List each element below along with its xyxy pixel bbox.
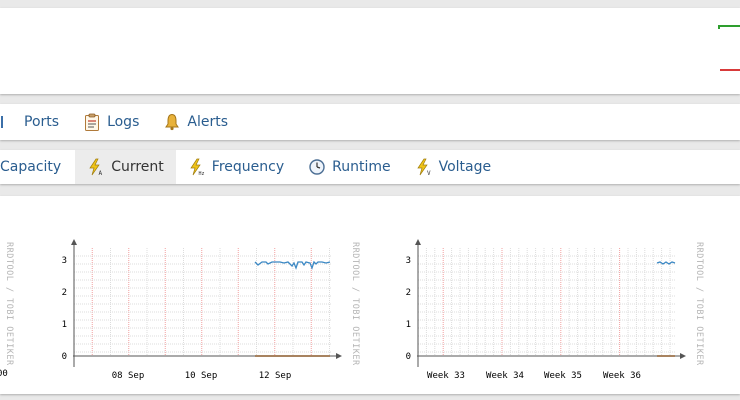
bell-icon	[163, 113, 181, 131]
plot-area	[74, 248, 332, 366]
x-tick-0: Week 33	[427, 371, 465, 381]
x-tick-labels: Week 33 Week 34 Week 35 Week 36	[427, 371, 641, 381]
monthly-watermark: RRDTOOL / TOBI OETIKER	[694, 242, 704, 366]
tab-current[interactable]: A Current	[75, 150, 176, 184]
y-tick-2: 2	[62, 288, 67, 298]
tab-ports[interactable]: Ports	[0, 104, 71, 140]
x-tick-labels: 08 Sep 10 Sep 12 Sep	[112, 371, 292, 381]
legend-red-line	[720, 69, 740, 71]
y-tick-1: 1	[406, 320, 411, 330]
svg-text:A: A	[99, 170, 103, 176]
graphs-canvas: RRDTOOL / TOBI OETIKER 00 0 1 2 3 08 Sep…	[0, 239, 704, 381]
current-lightning-icon: A	[87, 158, 105, 176]
tab-ports-label: Ports	[24, 114, 60, 130]
y-tick-labels: 0 1 2 3	[406, 256, 411, 362]
weekly-current-graph[interactable]: 0 1 2 3 08 Sep 10 Sep 12 Sep RRDTOOL / T…	[62, 239, 360, 381]
tab-voltage-label: Voltage	[438, 159, 492, 175]
series-current-blue	[656, 261, 676, 265]
plot-area	[418, 248, 676, 366]
svg-text:Hz: Hz	[198, 171, 204, 176]
x-tick-2: Week 35	[544, 371, 582, 381]
series-current-blue	[254, 260, 331, 270]
monthly-current-graph[interactable]: 0 1 2 3 Week 33 Week 34 Week 35 Week 36 …	[406, 239, 704, 381]
device-nav: Ports Logs Alerts	[0, 104, 740, 140]
frequency-lightning-icon: Hz	[188, 158, 206, 176]
tab-alerts[interactable]: Alerts	[151, 104, 240, 140]
x-tick-2: 12 Sep	[259, 371, 292, 381]
tab-logs[interactable]: Logs	[71, 104, 151, 140]
axes	[415, 239, 686, 367]
graph-panel: RRDTOOL / TOBI OETIKER 00 0 1 2 3 08 Sep…	[0, 196, 740, 394]
y-tick-1: 1	[62, 320, 67, 330]
sensor-nav: Capacity A Current Hz Frequency Runti	[0, 150, 740, 184]
tab-capacity-label: Capacity	[0, 159, 62, 175]
grid-lines	[74, 248, 332, 356]
x-tick-1: 10 Sep	[185, 371, 218, 381]
tab-voltage[interactable]: V Voltage	[403, 150, 504, 184]
x-tick-0: 08 Sep	[112, 371, 145, 381]
tab-alerts-label: Alerts	[187, 114, 228, 130]
tab-frequency-label: Frequency	[211, 159, 285, 175]
tab-logs-label: Logs	[107, 114, 140, 130]
top-graph-panel	[0, 8, 740, 94]
y-tick-3: 3	[406, 256, 411, 266]
y-tick-0: 0	[406, 352, 411, 362]
grid-lines	[418, 248, 676, 356]
weekly-watermark: RRDTOOL / TOBI OETIKER	[350, 242, 360, 366]
x-tick-1: Week 34	[486, 371, 524, 381]
tab-capacity[interactable]: Capacity	[0, 150, 75, 184]
tab-frequency[interactable]: Hz Frequency	[176, 150, 296, 184]
svg-text:V: V	[427, 170, 431, 176]
x-tick-3: Week 36	[603, 371, 641, 381]
y-tick-2: 2	[406, 288, 411, 298]
clipboard-icon	[83, 113, 101, 131]
voltage-lightning-icon: V	[415, 158, 433, 176]
y-tick-0: 0	[62, 352, 67, 362]
left-cut-label: 00	[0, 369, 8, 379]
y-tick-3: 3	[62, 256, 67, 266]
tab-runtime-label: Runtime	[332, 159, 391, 175]
clock-icon	[308, 158, 326, 176]
tab-runtime[interactable]: Runtime	[296, 150, 402, 184]
legend-green-line	[718, 25, 740, 29]
network-port-icon	[0, 113, 18, 131]
y-tick-labels: 0 1 2 3	[62, 256, 67, 362]
left-edge-watermark: RRDTOOL / TOBI OETIKER	[4, 242, 14, 366]
tab-current-label: Current	[111, 159, 164, 175]
